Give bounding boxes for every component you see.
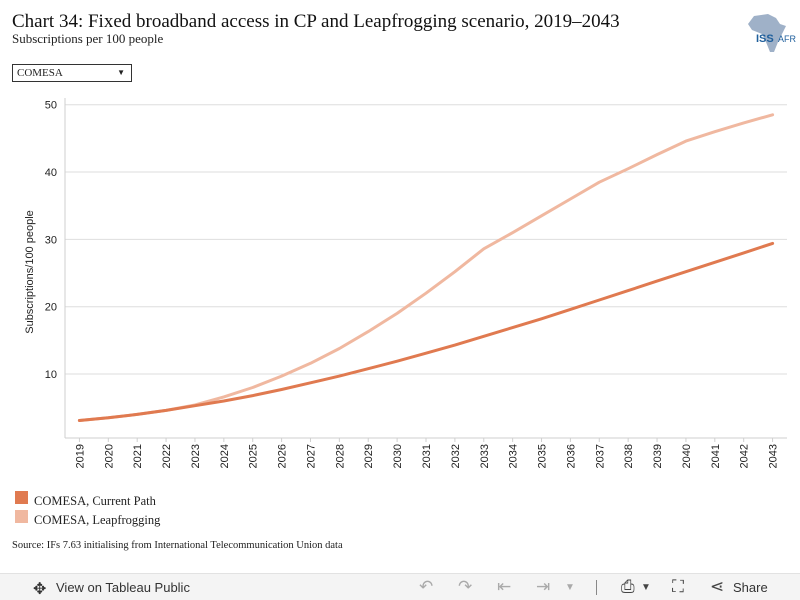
chevron-down-icon: ▼ (117, 68, 125, 77)
share-icon[interactable]: ⋖ (710, 577, 725, 596)
x-tick-label: 2041 (710, 444, 722, 468)
revert-icon[interactable]: ⇤ (497, 577, 512, 596)
y-tick-label: 10 (45, 369, 57, 381)
x-tick-label: 2022 (161, 444, 173, 468)
x-tick-label: 2035 (537, 444, 549, 468)
grid-layer (65, 104, 787, 375)
refresh-icon[interactable]: ⇥ (536, 577, 551, 596)
x-tick-label: 2033 (479, 444, 491, 468)
series-line-leapfrogging[interactable] (77, 113, 775, 422)
x-tick-label: 2024 (219, 444, 231, 468)
series-layer (77, 113, 775, 422)
x-tick-label: 2040 (681, 444, 693, 468)
x-tick-label: 2031 (421, 444, 433, 468)
x-tick-label: 2029 (363, 444, 375, 468)
x-tick-label: 2039 (652, 444, 664, 468)
redo-icon[interactable]: ↷ (458, 577, 473, 596)
legend-label: COMESA, Leapfrogging (34, 513, 161, 527)
page-title: Chart 34: Fixed broadband access in CP a… (12, 11, 620, 32)
x-tick-label: 2019 (74, 444, 86, 468)
x-tick-label: 2021 (132, 444, 144, 468)
download-menu-chevron-icon[interactable]: ▼ (641, 582, 651, 593)
share-button[interactable]: Share (733, 580, 768, 595)
africa-map-icon (748, 14, 786, 52)
download-icon[interactable]: ⎙ (621, 577, 635, 596)
toolbar-divider (596, 580, 597, 595)
legend-swatch (15, 491, 28, 504)
legend-label: COMESA, Current Path (34, 494, 156, 508)
legend-swatch (15, 510, 28, 523)
y-tick-label: 30 (45, 234, 57, 246)
y-tick-label: 50 (45, 100, 57, 112)
tableau-public-icon[interactable]: ✥ (33, 581, 47, 598)
region-filter-value: COMESA (17, 67, 63, 79)
series-line-current-path[interactable] (77, 241, 775, 422)
refresh-menu-chevron-icon[interactable]: ▼ (565, 582, 575, 593)
x-tick-label: 2043 (768, 444, 780, 468)
undo-icon[interactable]: ↶ (419, 577, 434, 596)
y-tick-label: 20 (45, 302, 57, 314)
x-tick-label: 2032 (450, 444, 462, 468)
x-tick-label: 2036 (565, 444, 577, 468)
y-axis-label: Subscriptions/100 people (24, 210, 36, 334)
x-tick-label: 2042 (739, 444, 751, 468)
view-on-tableau-link[interactable]: View on Tableau Public (56, 580, 190, 595)
x-tick-label: 2027 (305, 444, 317, 468)
x-tick-label: 2026 (277, 444, 289, 468)
tableau-toolbar: ✥ View on Tableau Public ↶ ↷ ⇤ ⇥ ▼ ⎙ ▼ ⛶… (0, 573, 800, 600)
logo-text-suffix: AFR (778, 34, 797, 44)
source-note: Source: IFs 7.63 initialising from Inter… (12, 540, 343, 551)
y-tick-label: 40 (45, 167, 57, 179)
x-tick-label: 2023 (190, 444, 202, 468)
logo-text: ISS (756, 33, 774, 45)
x-tick-label: 2038 (623, 444, 635, 468)
x-tick-label: 2030 (392, 444, 404, 468)
region-filter-dropdown[interactable]: COMESA ▼ (12, 64, 132, 82)
x-tick-label: 2020 (103, 444, 115, 468)
page-subtitle: Subscriptions per 100 people (12, 31, 164, 46)
x-tick-label: 2028 (334, 444, 346, 468)
x-tick-label: 2037 (594, 444, 606, 468)
x-tick-label: 2034 (508, 444, 520, 468)
x-tick-label: 2025 (248, 444, 260, 468)
fullscreen-icon[interactable]: ⛶ (672, 577, 684, 596)
iss-africa-logo: ISS AFR (748, 14, 797, 52)
